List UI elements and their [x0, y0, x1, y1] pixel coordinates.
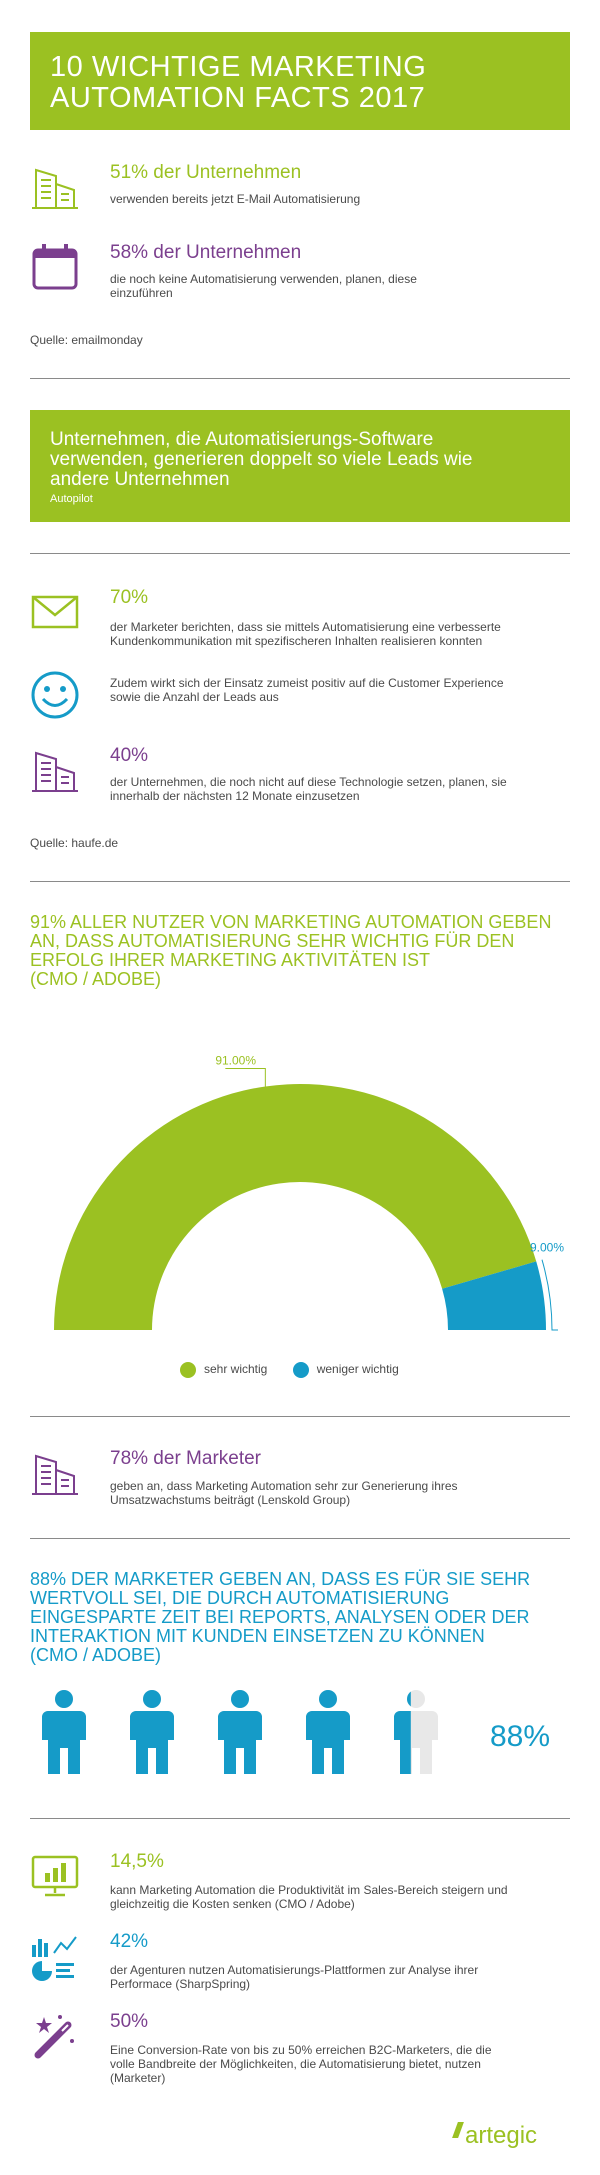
monitor-chart-icon: [31, 1855, 79, 1897]
leads-banner-source: Autopilot: [50, 493, 93, 505]
divider: [30, 1538, 570, 1539]
divider: [30, 553, 570, 554]
person-icon: [306, 1690, 350, 1774]
data-label-weniger-wichtig: 9.00%: [530, 1241, 564, 1255]
smiley-icon: [31, 671, 79, 719]
divider: [30, 378, 570, 379]
leader-line-weniger-wichtig: [541, 1259, 558, 1331]
slice-weniger-wichtig: [442, 1261, 546, 1330]
person-icon: [394, 1690, 438, 1774]
fact-head: 78% der Marketer: [110, 1448, 262, 1469]
person-icon: [130, 1690, 174, 1774]
title-banner: 10 WICHTIGE MARKETING AUTOMATION FACTS 2…: [30, 32, 570, 130]
person-icon: [42, 1690, 86, 1774]
page-title: 10 WICHTIGE MARKETING AUTOMATION FACTS 2…: [50, 51, 427, 114]
fact-body: der Agenturen nutzen Automatisierungs-Pl…: [110, 1963, 479, 1991]
legend-item-weniger-wichtig[interactable]: weniger wichtig: [292, 1362, 399, 1378]
fact-body: kann Marketing Automation die Produktivi…: [110, 1883, 508, 1911]
leads-banner: Unternehmen, die Automatisierungs-Softwa…: [30, 410, 570, 522]
data-label-sehr-wichtig: 91.00%: [215, 1053, 256, 1067]
fact-body: verwenden bereits jetzt E-Mail Automatis…: [110, 192, 361, 206]
legend-item-sehr-wichtig[interactable]: sehr wichtig: [180, 1362, 267, 1378]
building-icon: [32, 168, 78, 209]
fact-head: 58% der Unternehmen: [110, 242, 302, 263]
fact-body: die noch keine Automatisierung verwenden…: [110, 272, 417, 300]
fact-body: Zudem wirkt sich der Einsatz zumeist pos…: [110, 676, 504, 704]
legend-swatch: [180, 1362, 196, 1378]
section5-heading: 88% DER MARKETER GEBEN AN, DASS ES FÜR S…: [30, 1569, 531, 1665]
calendar-icon: [32, 244, 78, 290]
fact-body: der Unternehmen, die noch nicht auf dies…: [110, 775, 507, 803]
fact-head: 70%: [110, 587, 149, 608]
building-icon: [32, 1454, 78, 1495]
source-emailmonday: Quelle: emailmonday: [30, 333, 143, 347]
chart-legend: sehr wichtig weniger wichtig: [180, 1362, 421, 1378]
fact-head: 50%: [110, 2011, 149, 2032]
percent-88: 88%: [490, 1720, 551, 1753]
slice-sehr-wichtig: [54, 1084, 537, 1330]
divider: [30, 881, 570, 882]
fact-body: der Marketer berichten, dass sie mittels…: [110, 620, 501, 648]
legend-swatch: [292, 1362, 309, 1378]
building-icon: [32, 751, 78, 792]
artegic-logo[interactable]: artegic: [452, 2122, 537, 2150]
divider: [30, 1818, 570, 1819]
person-icon: [218, 1690, 262, 1774]
fact-body: Eine Conversion-Rate von bis zu 50% erre…: [110, 2043, 492, 2085]
fact-body: geben an, dass Marketing Automation sehr…: [110, 1479, 458, 1507]
magic-wand-icon: [34, 2015, 74, 2059]
fact-head: 51% der Unternehmen: [110, 162, 302, 183]
envelope-icon: [31, 595, 79, 629]
gauge-chart: 91.00% 9.00%: [54, 1053, 564, 1331]
fact-head: 40%: [110, 745, 149, 766]
fact-head: 14,5%: [110, 1851, 164, 1872]
leader-line-sehr-wichtig: [225, 1067, 266, 1087]
logo-mark-icon: [452, 2122, 464, 2138]
leads-banner-text: Unternehmen, die Automatisierungs-Softwa…: [50, 429, 473, 490]
source-haufe: Quelle: haufe.de: [30, 836, 119, 850]
analytics-icon: [32, 1936, 77, 1981]
section3-heading: 91% ALLER NUTZER VON MARKETING AUTOMATIO…: [30, 912, 552, 989]
fact-head: 42%: [110, 1931, 149, 1952]
divider: [30, 1416, 570, 1417]
